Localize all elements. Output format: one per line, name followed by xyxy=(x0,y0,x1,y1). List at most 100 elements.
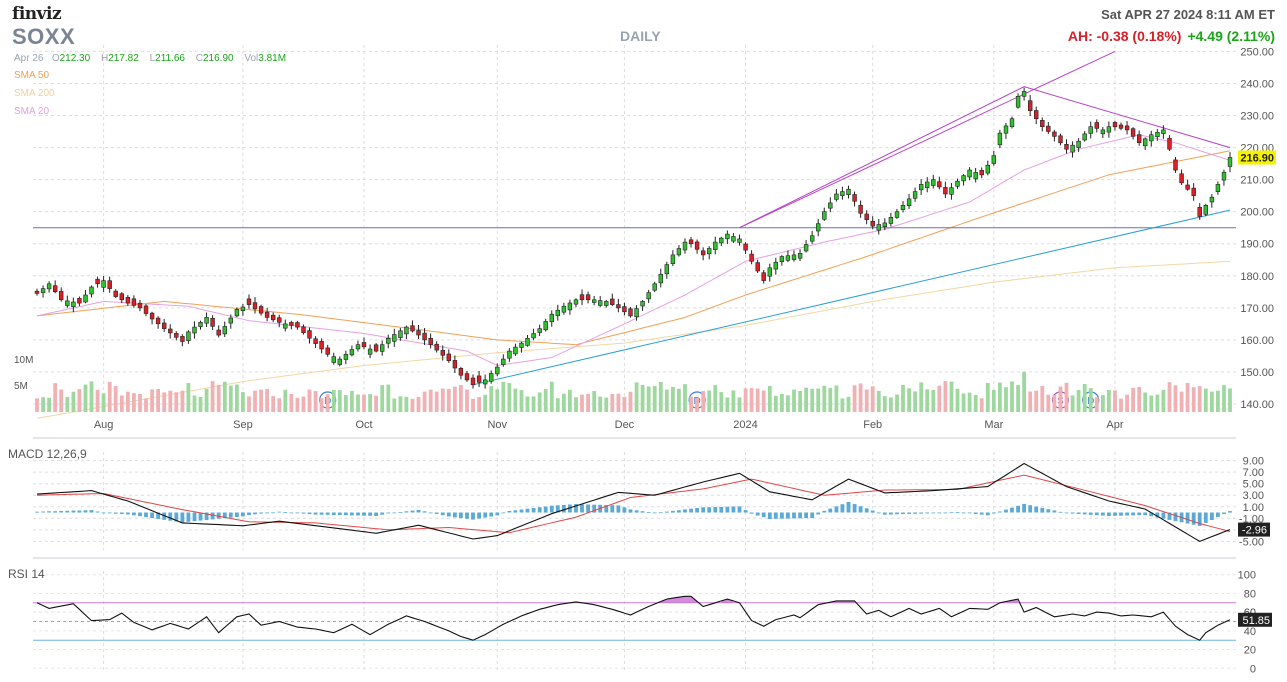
candle-body xyxy=(658,273,664,284)
macd-histogram-bar xyxy=(840,504,845,513)
candle-body xyxy=(343,353,349,360)
volume-bar xyxy=(138,394,142,412)
volume-bar xyxy=(901,385,905,412)
volume-bar xyxy=(1155,394,1160,412)
candle-body xyxy=(289,322,294,326)
macd-last-badge xyxy=(1238,522,1270,537)
grid xyxy=(33,45,1236,672)
volume-bar xyxy=(852,385,857,412)
macd-histogram-bar xyxy=(35,511,39,513)
volume-bar xyxy=(1046,394,1051,412)
macd-histogram-bar xyxy=(1046,509,1051,513)
candle-body xyxy=(791,254,797,260)
volume-bar xyxy=(1143,392,1148,412)
macd-histogram-bar xyxy=(483,512,488,518)
volume-bar xyxy=(198,397,203,412)
macd-histogram-bar xyxy=(156,512,160,519)
candle-body xyxy=(258,306,264,314)
macd-histogram-bar xyxy=(331,512,336,515)
candle-body xyxy=(307,330,312,339)
x-tick-label: Oct xyxy=(355,419,372,431)
ohlc-readout: Apr 26 O212.30 H217.82 L211.66 C216.90 V… xyxy=(14,53,294,64)
finviz-logo[interactable]: finviz xyxy=(12,4,62,24)
candle-body xyxy=(149,312,155,320)
volume-bar xyxy=(65,396,70,412)
macd-panel xyxy=(35,462,1232,543)
candle-body xyxy=(252,302,258,310)
timeframe-label[interactable]: DAILY xyxy=(620,28,661,44)
macd-histogram-bar xyxy=(634,510,639,513)
candle-body xyxy=(337,358,342,365)
macd-signal-line xyxy=(36,474,1231,534)
candle-body xyxy=(858,204,863,214)
macd-histogram-bar xyxy=(210,512,215,520)
volume-bar xyxy=(331,389,336,412)
rsi-panel xyxy=(33,595,1236,641)
candle-body xyxy=(277,317,282,323)
volume-bar xyxy=(889,397,893,412)
candle-body xyxy=(422,332,427,341)
candle-body xyxy=(192,326,197,334)
volume-bar xyxy=(59,389,64,412)
candle-body xyxy=(894,211,900,218)
macd-histogram-bar xyxy=(489,512,494,517)
candle-body xyxy=(531,333,536,339)
sma50-legend[interactable]: SMA 50 xyxy=(14,70,50,81)
macd-histogram-bar xyxy=(77,510,82,513)
volume-bar xyxy=(725,397,730,412)
candle-body xyxy=(543,321,548,331)
volume-bar xyxy=(77,389,82,412)
volume-bar xyxy=(271,396,276,412)
candle-body xyxy=(1112,122,1118,128)
volume-bar xyxy=(71,391,76,412)
macd-histogram-bar xyxy=(1082,512,1087,515)
macd-histogram-bar xyxy=(967,512,972,514)
macd-label[interactable]: MACD 12,26,9 xyxy=(8,447,87,461)
volume-bar xyxy=(786,395,790,412)
candle-body xyxy=(670,254,676,264)
macd-histogram-bar xyxy=(1064,512,1069,514)
volume-bar xyxy=(180,390,185,412)
macd-histogram-bar xyxy=(852,504,857,513)
macd-histogram-bar xyxy=(755,512,760,516)
volume-bar xyxy=(773,395,778,412)
candle-body xyxy=(900,205,906,211)
candle-body xyxy=(1155,132,1160,138)
macd-histogram-bar xyxy=(65,510,70,513)
volume-bar xyxy=(586,393,590,412)
macd-histogram-bar xyxy=(822,510,827,513)
volume-bar xyxy=(1076,390,1081,412)
candle-body xyxy=(604,301,609,306)
candle-body xyxy=(65,300,70,306)
macd-histogram-bar xyxy=(168,512,173,521)
volume-bar xyxy=(1113,390,1117,412)
sma20-legend[interactable]: SMA 20 xyxy=(14,106,50,117)
candle-body xyxy=(428,337,433,345)
volume-bar xyxy=(216,384,221,412)
macd-histogram-bar xyxy=(1137,512,1142,516)
volume-bar xyxy=(967,392,972,412)
macd-histogram-bar xyxy=(144,512,148,518)
candle-body xyxy=(737,238,742,243)
rsi-label[interactable]: RSI 14 xyxy=(8,567,45,581)
candle-body xyxy=(822,211,827,220)
volume-bar xyxy=(755,388,760,412)
candle-body xyxy=(591,299,597,303)
volume-bar xyxy=(695,397,699,412)
volume-bar xyxy=(356,394,360,412)
sma200-legend[interactable]: SMA 200 xyxy=(14,88,55,99)
macd-tick-label: 1.00 xyxy=(1243,502,1264,514)
candle-body xyxy=(1173,159,1178,171)
rsi-tick-label: 100 xyxy=(1238,570,1256,582)
macd-histogram-bar xyxy=(713,507,718,513)
macd-histogram-bar xyxy=(222,512,227,519)
volume-bar xyxy=(41,397,45,412)
candle-body xyxy=(222,326,227,335)
candle-body xyxy=(1034,110,1039,119)
candle-body xyxy=(501,358,506,365)
candle-body xyxy=(924,181,930,188)
volume-bar xyxy=(228,385,233,412)
volume-bar xyxy=(301,396,306,412)
volume-bar xyxy=(543,389,548,412)
macd-tick-label: -5.00 xyxy=(1239,536,1264,548)
